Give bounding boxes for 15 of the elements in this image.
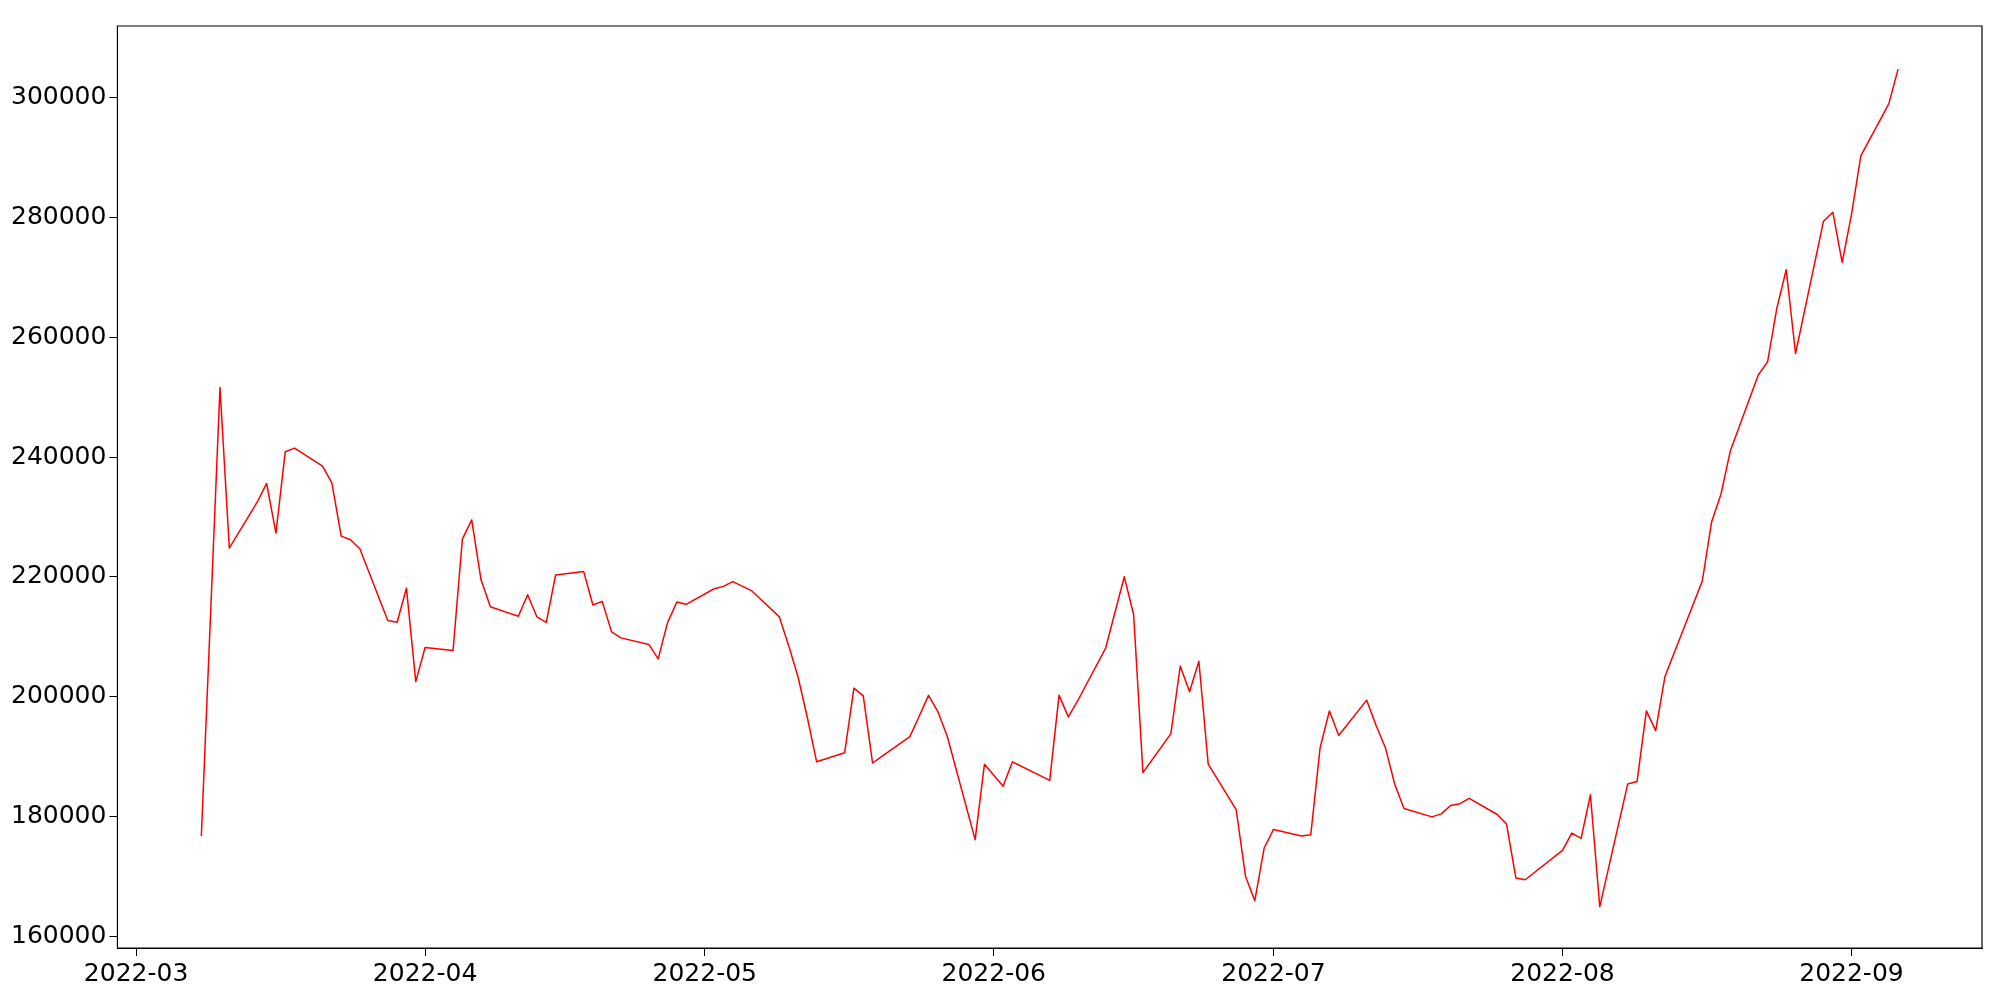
y-tick-label: 180000	[11, 799, 107, 829]
x-tick-label: 2022-04	[372, 957, 478, 987]
x-tick-label: 2022-03	[83, 957, 189, 987]
x-tick-label: 2022-07	[1221, 957, 1326, 987]
y-tick-label: 220000	[11, 560, 107, 590]
y-tick-label: 260000	[11, 320, 107, 350]
x-tick-label: 2022-06	[941, 957, 1047, 987]
y-tick-label: 300000	[11, 81, 107, 111]
x-tick-label: 2022-08	[1510, 957, 1615, 987]
y-tick-label: 280000	[11, 201, 107, 231]
x-tick-label: 2022-09	[1799, 957, 1904, 987]
y-tick-label: 240000	[11, 440, 107, 470]
y-tick-label: 160000	[11, 919, 107, 949]
x-tick-label: 2022-05	[652, 957, 758, 987]
y-tick-label: 200000	[11, 680, 107, 710]
